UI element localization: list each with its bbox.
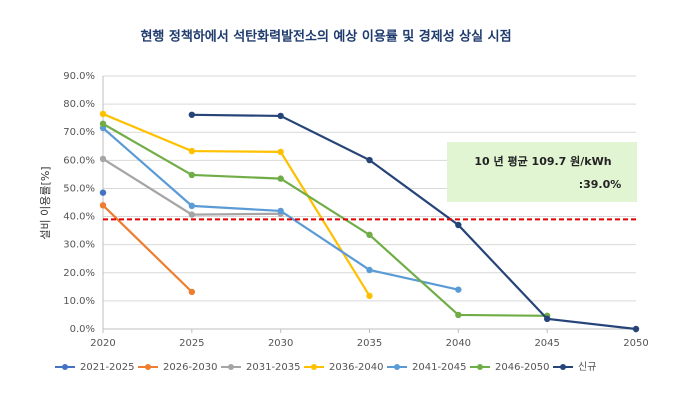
data-point bbox=[99, 110, 107, 118]
data-point bbox=[277, 207, 284, 215]
data-point bbox=[455, 311, 462, 319]
x-tick-label: 2025 bbox=[179, 338, 204, 349]
legend-label: 2041-2045 bbox=[412, 362, 467, 373]
legend-marker bbox=[145, 364, 151, 370]
series-line bbox=[102, 204, 193, 293]
x-tick-label: 2040 bbox=[446, 338, 471, 349]
y-axis-label: 설비 이용률[%] bbox=[39, 166, 52, 239]
data-point bbox=[632, 325, 640, 333]
data-point bbox=[366, 231, 373, 239]
data-point bbox=[188, 202, 196, 210]
legend-label: 2036-2040 bbox=[329, 362, 384, 373]
data-point bbox=[188, 111, 196, 118]
data-point bbox=[366, 292, 373, 300]
data-point bbox=[543, 315, 551, 323]
y-tick-label: 60.0% bbox=[63, 155, 95, 166]
y-tick-label: 50.0% bbox=[63, 183, 95, 194]
chart-title: 현행 정책하에서 석탄화력발전소의 예상 이용률 및 경제성 상실 시점 bbox=[140, 29, 511, 45]
data-point bbox=[188, 147, 196, 155]
legend-label: 2031-2035 bbox=[246, 362, 301, 373]
legend-label: 2026-2030 bbox=[163, 362, 218, 373]
y-tick-label: 70.0% bbox=[63, 127, 95, 138]
series-line bbox=[191, 113, 637, 331]
x-tick-label: 2020 bbox=[90, 338, 115, 349]
legend-label: 신규 bbox=[578, 361, 596, 373]
data-point bbox=[99, 120, 107, 127]
y-tick-label: 30.0% bbox=[63, 240, 95, 251]
data-point bbox=[366, 156, 373, 164]
data-point bbox=[188, 211, 196, 218]
x-tick-label: 2050 bbox=[623, 338, 648, 349]
legend-marker bbox=[560, 364, 566, 370]
legend-label: 2046-2050 bbox=[495, 362, 550, 373]
data-point bbox=[366, 266, 373, 274]
legend-marker bbox=[311, 364, 317, 370]
data-point bbox=[277, 175, 284, 182]
y-tick-label: 10.0% bbox=[63, 296, 95, 307]
legend-marker bbox=[228, 364, 234, 370]
legend-marker bbox=[62, 364, 68, 370]
data-point bbox=[277, 112, 284, 120]
data-point bbox=[455, 221, 462, 229]
y-tick-label: 0.0% bbox=[70, 324, 95, 335]
series-line bbox=[102, 122, 548, 317]
data-point bbox=[277, 148, 284, 156]
annotation-box bbox=[447, 142, 637, 202]
legend-marker bbox=[394, 364, 400, 370]
series-line bbox=[102, 112, 371, 297]
x-tick-label: 2045 bbox=[534, 338, 559, 349]
data-point bbox=[455, 286, 462, 293]
data-point bbox=[99, 189, 107, 196]
data-point bbox=[99, 155, 107, 163]
y-tick-label: 90.0% bbox=[63, 71, 95, 82]
data-point bbox=[188, 171, 196, 179]
legend-label: 2021-2025 bbox=[80, 362, 135, 373]
data-point bbox=[188, 288, 196, 296]
x-tick-label: 2030 bbox=[268, 338, 293, 349]
x-tick-label: 2035 bbox=[357, 338, 382, 349]
y-tick-label: 40.0% bbox=[63, 212, 95, 223]
y-tick-label: 80.0% bbox=[63, 99, 95, 110]
legend-marker bbox=[477, 364, 483, 370]
annotation-text: :39.0% bbox=[579, 178, 622, 191]
y-tick-label: 20.0% bbox=[63, 268, 95, 279]
data-point bbox=[99, 202, 107, 209]
annotation-text: 10 년 평균 109.7 원/kWh bbox=[474, 154, 611, 168]
